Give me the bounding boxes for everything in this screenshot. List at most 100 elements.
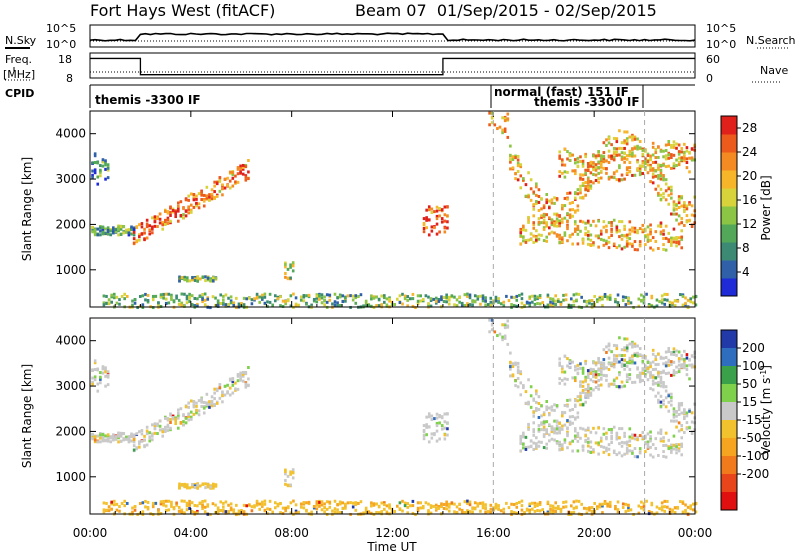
velocity-echo-cell — [241, 374, 245, 378]
velocity-echo-cell — [509, 367, 512, 371]
power-echo-cell — [514, 156, 517, 160]
velocity-echo-cell — [553, 438, 556, 442]
power-echo-cell — [336, 301, 339, 305]
power-echo-cell — [618, 129, 621, 133]
velocity-echo-cell — [576, 372, 580, 376]
power-echo-cell — [515, 294, 519, 298]
power-echo-cell — [291, 264, 295, 268]
power-echo-cell — [568, 158, 572, 162]
power-echo-cell — [657, 246, 660, 250]
velocity-echo-cell — [215, 387, 219, 391]
power-echo-cell — [664, 157, 668, 161]
velocity-echo-cell — [672, 352, 676, 356]
velocity-echo-cell — [573, 427, 577, 431]
power-echo-cell — [524, 240, 528, 244]
velocity-echo-cell — [685, 364, 689, 368]
velocity-echo-cell — [408, 504, 412, 508]
velocity-echo-cell — [605, 345, 608, 349]
velocity-echo-cell — [463, 500, 467, 504]
velocity-echo-cell — [183, 482, 187, 486]
velocity-echo-cell — [344, 505, 347, 509]
power-echo-cell — [628, 169, 632, 173]
power-echo-cell — [408, 297, 412, 301]
velocity-echo-cell — [672, 434, 676, 438]
power-echo-cell — [494, 299, 498, 303]
power-echo-cell — [145, 222, 149, 226]
velocity-echo-cell — [586, 372, 590, 376]
power-echo-cell — [281, 299, 285, 303]
power-echo-cell — [167, 301, 171, 305]
power-echo-cell — [584, 155, 587, 159]
power-echo-cell — [522, 235, 525, 239]
velocity-echo-cell — [302, 506, 306, 510]
power-echo-cell — [132, 233, 136, 237]
power-echo-cell — [573, 196, 577, 200]
velocity-echo-cell — [227, 503, 230, 507]
velocity-echo-cell — [623, 434, 626, 438]
power-echo-cell — [364, 304, 368, 308]
power-echo-cell — [201, 300, 204, 304]
velocity-echo-cell — [527, 427, 530, 431]
velocity-echo-cell — [109, 436, 113, 440]
velocity-echo-cell — [446, 412, 449, 416]
velocity-echo-cell — [429, 506, 433, 510]
power-echo-cell — [568, 208, 572, 212]
colorbar-swatch — [721, 438, 737, 457]
velocity-echo-cell — [641, 435, 645, 439]
power-echo-cell — [607, 141, 611, 145]
power-echo-cell — [654, 174, 658, 178]
power-echo-cell — [592, 161, 595, 165]
velocity-echo-cell — [670, 399, 673, 403]
velocity-echo-cell — [336, 508, 339, 512]
velocity-echo-cell — [170, 500, 173, 504]
power-echo-cell — [197, 202, 201, 206]
velocity-echo-cell — [584, 378, 587, 382]
power-echo-cell — [183, 275, 187, 279]
velocity-echo-cell — [649, 435, 652, 439]
power-echo-cell — [107, 302, 111, 306]
velocity-echo-cell — [644, 450, 647, 454]
power-echo-cell — [354, 294, 358, 298]
power-echo-cell — [519, 229, 523, 233]
velocity-echo-cell — [610, 350, 613, 354]
power-echo-cell — [104, 167, 107, 171]
power-echo-cell — [502, 300, 506, 304]
colorbar-tick: 4 — [742, 265, 750, 279]
velocity-echo-cell — [628, 439, 632, 443]
power-echo-cell — [537, 220, 541, 224]
velocity-echo-cell — [102, 508, 106, 512]
power-echo-cell — [503, 129, 507, 133]
power-echo-cell — [450, 294, 454, 298]
velocity-echo-cell — [638, 347, 642, 351]
velocity-echo-cell — [289, 470, 292, 474]
power-echo-cell — [178, 279, 181, 283]
power-echo-cell — [675, 146, 678, 150]
velocity-echo-cell — [651, 352, 655, 356]
power-echo-cell — [566, 225, 569, 229]
velocity-echo-cell — [545, 430, 549, 434]
power-echo-cell — [616, 301, 620, 305]
power-echo-cell — [528, 295, 532, 299]
power-echo-cell — [112, 292, 116, 296]
power-echo-cell — [672, 164, 676, 168]
power-echo-cell — [557, 299, 560, 303]
power-echo-cell — [468, 296, 472, 300]
power-echo-cell — [192, 198, 196, 202]
power-echo-cell — [422, 226, 426, 230]
power-echo-cell — [241, 163, 245, 167]
power-echo-cell — [183, 304, 186, 308]
velocity-echo-cell — [425, 423, 428, 427]
power-echo-cell — [519, 242, 523, 246]
velocity-echo-cell — [657, 371, 660, 375]
velocity-echo-cell — [106, 370, 110, 374]
power-echo-cell — [601, 304, 604, 308]
velocity-echo-cell — [119, 432, 123, 436]
power-echo-cell — [180, 303, 184, 307]
velocity-echo-cell — [135, 432, 139, 436]
velocity-echo-cell — [584, 388, 587, 392]
power-echo-cell — [553, 212, 556, 216]
power-echo-cell — [620, 155, 624, 159]
power-echo-cell — [558, 237, 561, 241]
velocity-echo-cell — [434, 506, 438, 510]
power-echo-cell — [200, 193, 203, 197]
